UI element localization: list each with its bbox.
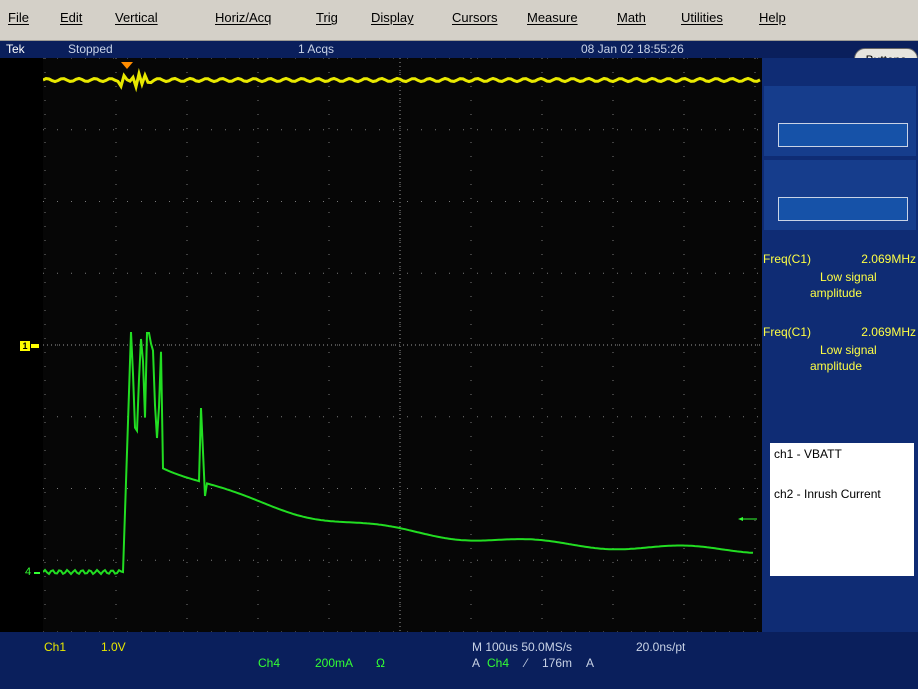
waveform-plot (42, 57, 762, 633)
brand-label: Tek (6, 42, 25, 56)
control-panel-1 (764, 86, 916, 156)
menu-help[interactable]: Help (759, 10, 786, 25)
measurement-1-note-2: amplitude (810, 286, 863, 300)
ch4-marker-label: 4 (25, 566, 32, 578)
ch4-offset-arrow-icon (738, 508, 758, 521)
trigger-mode: A (472, 656, 481, 670)
ch4-marker-arrow-icon (34, 572, 40, 574)
control-panel-2 (764, 160, 916, 230)
trigger-level[interactable]: 176m (542, 656, 573, 670)
measurement-2[interactable]: Freq(C1) 2.069MHz Low signal amplitude (762, 325, 918, 385)
ch1-marker-label: 1 (20, 341, 30, 351)
ch4-impedance: Ω (376, 656, 385, 670)
measurement-2-value: 2.069MHz (861, 325, 916, 339)
menu-cursors[interactable]: Cursors (452, 10, 498, 25)
control-field-2[interactable] (778, 197, 908, 221)
measurement-2-note-2: amplitude (810, 359, 863, 373)
ch1-marker-arrow-icon (31, 344, 39, 348)
legend-line-1: ch1 - VBATT (774, 447, 842, 461)
trigger-slope-icon: ⁄ (525, 656, 528, 670)
timebase-readout[interactable]: M 100us 50.0MS/s (472, 640, 573, 654)
acquisition-count: 1 Acqs (298, 42, 335, 56)
measurement-1-name: Freq(C1) (763, 252, 812, 266)
ch1-scale[interactable]: 1.0V (101, 640, 126, 654)
menu-measure[interactable]: Measure (527, 10, 578, 25)
menu-horiz-acq[interactable]: Horiz/Acq (215, 10, 272, 25)
measurement-2-name: Freq(C1) (763, 325, 812, 339)
menu-display[interactable]: Display (371, 10, 414, 25)
acquisition-state: Stopped (68, 42, 113, 56)
ch1-label[interactable]: Ch1 (44, 640, 67, 654)
ch4-label[interactable]: Ch4 (258, 656, 281, 670)
status-bottom-bar: Ch1 1.0V Ch4 200mA Ω M 100us 50.0MS/s 20… (0, 632, 918, 689)
ch4-waveform (42, 331, 754, 576)
ch4-scale[interactable]: 200mA (315, 656, 354, 670)
ch1-waveform (42, 67, 761, 93)
menu-trig[interactable]: Trig (316, 10, 338, 25)
trigger-level-unit: A (586, 656, 595, 670)
channel-marker-bar: 1 4 (0, 58, 43, 632)
menu-bar: File Edit Vertical Horiz/Acq Trig Displa… (0, 0, 918, 41)
trigger-source[interactable]: Ch4 (487, 656, 510, 670)
measurement-1-value: 2.069MHz (861, 252, 916, 266)
menu-file[interactable]: File (8, 10, 29, 25)
menu-vertical[interactable]: Vertical (115, 10, 158, 25)
trigger-position-marker-icon (121, 62, 133, 69)
status-strip: Tek Stopped 1 Acqs 08 Jan 02 18:55:26 (0, 41, 918, 58)
menu-utilities[interactable]: Utilities (681, 10, 723, 25)
measurement-1[interactable]: Freq(C1) 2.069MHz Low signal amplitude (762, 252, 918, 312)
datetime-readout: 08 Jan 02 18:55:26 (581, 42, 684, 56)
ch1-ground-marker[interactable]: 1 (20, 341, 40, 351)
waveform-display[interactable] (42, 57, 762, 633)
points-readout: 20.0ns/pt (636, 640, 686, 654)
measurement-1-note-1: Low signal (820, 270, 877, 284)
channel-legend: ch1 - VBATT ch2 - Inrush Current (770, 443, 914, 576)
legend-line-2: ch2 - Inrush Current (774, 487, 881, 501)
menu-math[interactable]: Math (617, 10, 646, 25)
control-field-1[interactable] (778, 123, 908, 147)
ch4-ground-marker[interactable]: 4 (25, 566, 41, 580)
menu-edit[interactable]: Edit (60, 10, 83, 25)
measurement-2-note-1: Low signal (820, 343, 877, 357)
